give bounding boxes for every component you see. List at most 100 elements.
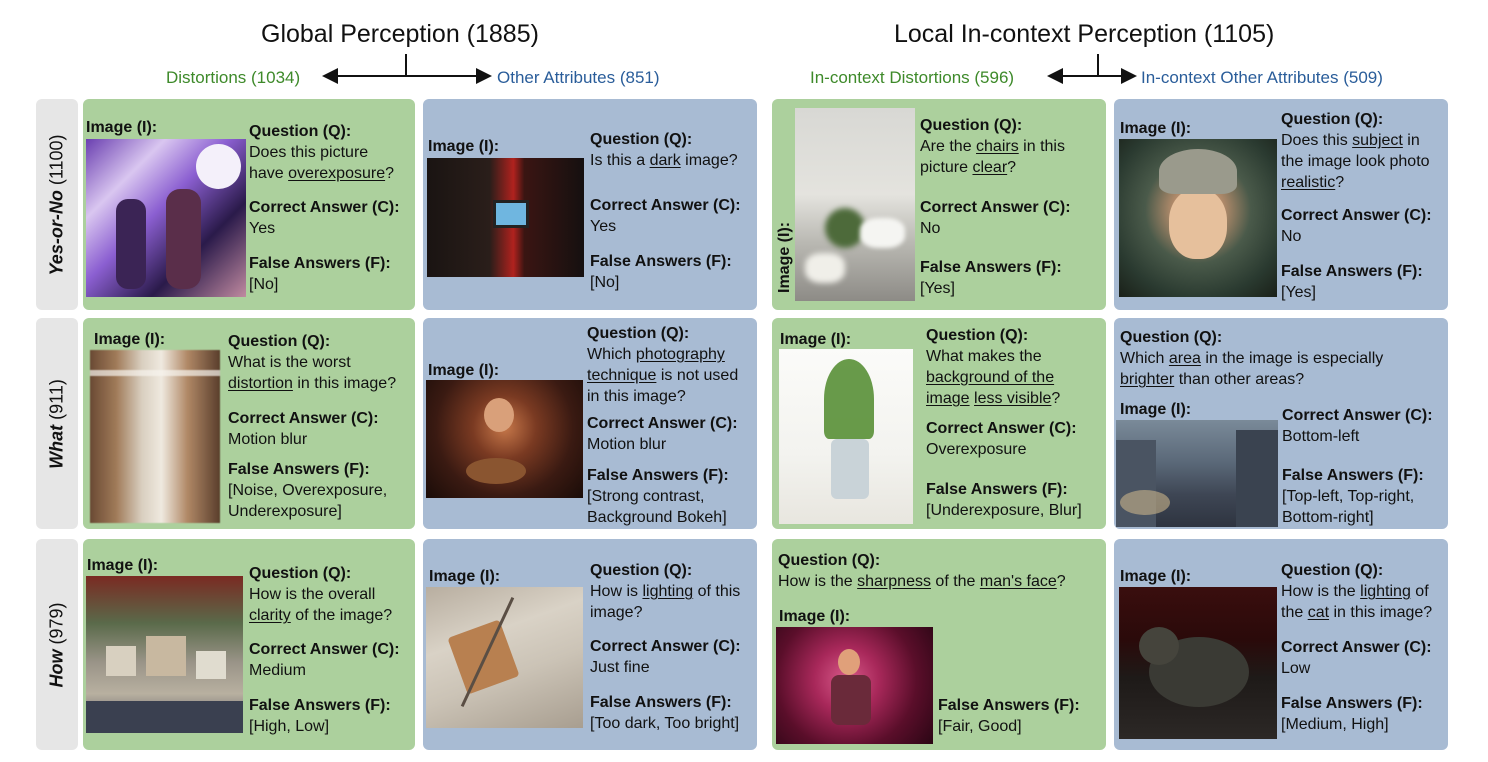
false-answers-label: False Answers (F): [587,467,729,484]
guitarist-image [426,380,583,498]
false-answers-label: False Answers (F): [590,694,732,711]
card-how-other: Image (I): Question (Q): How is lighting… [423,539,757,750]
correct-answer: Overexposure [926,441,1027,458]
false-answers: Bottom-right] [1282,509,1374,526]
other-attributes-label: Other Attributes (851) [497,68,660,87]
correct-answer: Just fine [590,659,650,676]
question-text: How is lighting of this [590,583,741,600]
question-text: brighter than other areas? [1120,371,1305,388]
false-answers-label: False Answers (F): [590,253,732,270]
question-text: the cat in this image? [1281,604,1433,621]
elf-portrait-image [1119,139,1277,297]
correct-answer-label: Correct Answer (C): [926,420,1077,437]
question-label: Question (Q): [249,123,352,140]
false-answers: [Strong contrast, [587,488,705,505]
correct-answer-label: Correct Answer (C): [590,197,741,214]
question-text: Does this picture [249,144,369,161]
question-text: Is this a dark image? [590,152,738,169]
library-blur-image [90,350,220,523]
correct-answer: Low [1281,660,1311,677]
card-how-incontext-other: Image (I): Question (Q): How is the ligh… [1114,539,1448,750]
question-label: Question (Q): [590,131,693,148]
false-answers: Background Bokeh] [587,509,727,526]
correct-answer-label: Correct Answer (C): [1282,407,1433,424]
global-perception-title: Global Perception (1885) [261,20,539,48]
card-how-incontext-distortion: Question (Q): How is the sharpness of th… [772,539,1106,750]
false-answers: [High, Low] [249,718,330,735]
false-answers: [Medium, High] [1281,716,1389,733]
party-photo-image [86,139,246,297]
false-answers-label: False Answers (F): [1282,467,1424,484]
question-text: background of the [926,369,1055,386]
card-yesno-incontext-distortion: Image (I): Question (Q): Are the chairs … [772,99,1106,310]
row-label-yes-or-no: Yes-or-No (1100) [36,99,78,310]
false-answers: [Yes] [920,280,955,297]
correct-answer: Medium [249,662,306,679]
question-label: Question (Q): [249,565,352,582]
correct-answer-label: Correct Answer (C): [590,638,741,655]
question-text: image? [590,604,643,621]
correct-answer: Bottom-left [1282,428,1360,445]
question-text: have overexposure? [249,165,394,182]
image-label: Image (I): [779,608,851,625]
question-label: Question (Q): [1281,562,1384,579]
false-answers: Underexposure] [228,503,342,520]
question-text: distortion in this image? [228,375,397,392]
false-answers-label: False Answers (F): [1281,695,1423,712]
question-label: Question (Q): [778,552,881,569]
question-text: realistic? [1281,174,1345,191]
miniature-village-image [86,576,243,733]
correct-answer-label: Correct Answer (C): [920,199,1071,216]
false-answers-label: False Answers (F): [920,259,1062,276]
question-text: How is the sharpness of the man's face? [778,573,1066,590]
false-answers: [No] [249,276,279,293]
correct-answer-label: Correct Answer (C): [1281,207,1432,224]
question-text: Does this subject in [1281,132,1420,149]
card-what-incontext-other: Question (Q): Which area in the image is… [1114,318,1448,529]
question-text: What makes the [926,348,1042,365]
card-what-other: Image (I): Question (Q): Which photograp… [423,318,757,529]
correct-answer: Motion blur [587,436,667,453]
image-label: Image (I): [1120,568,1192,585]
question-label: Question (Q): [1120,329,1223,346]
question-text: clarity of the image? [249,607,393,624]
tipped-chair-image [426,587,583,728]
false-answers-label: False Answers (F): [249,255,391,272]
question-text: image less visible? [926,390,1061,407]
concert-singer-image [776,627,933,744]
plant-image [779,349,913,524]
blurry-chairs-image [795,108,915,301]
image-label: Image (I): [776,221,793,293]
cat-image [1119,587,1277,739]
row-label-what: What (911) [36,318,78,529]
correct-answer: No [1281,228,1302,245]
card-yesno-other: Image (I): Question (Q): Is this a dark … [423,99,757,310]
false-answers-label: False Answers (F): [926,481,1068,498]
correct-answer-label: Correct Answer (C): [228,410,379,427]
image-label: Image (I): [1120,401,1192,418]
question-text: in this image? [587,388,686,405]
correct-answer: Motion blur [228,431,308,448]
question-text: Are the chairs in this [920,138,1065,155]
question-label: Question (Q): [926,327,1029,344]
false-answers: [Noise, Overexposure, [228,482,388,499]
dark-room-image [427,158,584,277]
false-answers-label: False Answers (F): [1281,263,1423,280]
card-yesno-distortion: Image (I): Question (Q): Does this pictu… [83,99,415,310]
false-answers: [Top-left, Top-right, [1282,488,1415,505]
question-text: What is the worst [228,354,351,371]
false-answers-label: False Answers (F): [228,461,370,478]
card-what-distortion: Image (I): Question (Q): What is the wor… [83,318,415,529]
local-perception-title: Local In-context Perception (1105) [894,20,1275,48]
image-label: Image (I): [1120,120,1192,137]
image-label: Image (I): [780,331,852,348]
question-label: Question (Q): [920,117,1023,134]
false-answers: [Underexposure, Blur] [926,502,1082,519]
false-answers: [Too dark, Too bright] [590,715,740,732]
correct-answer-label: Correct Answer (C): [587,415,738,432]
question-text: How is the lighting of [1281,583,1429,600]
question-label: Question (Q): [587,325,690,342]
image-label: Image (I): [428,138,500,155]
correct-answer-label: Correct Answer (C): [249,199,400,216]
incontext-distortions-label: In-context Distortions (596) [810,68,1015,87]
